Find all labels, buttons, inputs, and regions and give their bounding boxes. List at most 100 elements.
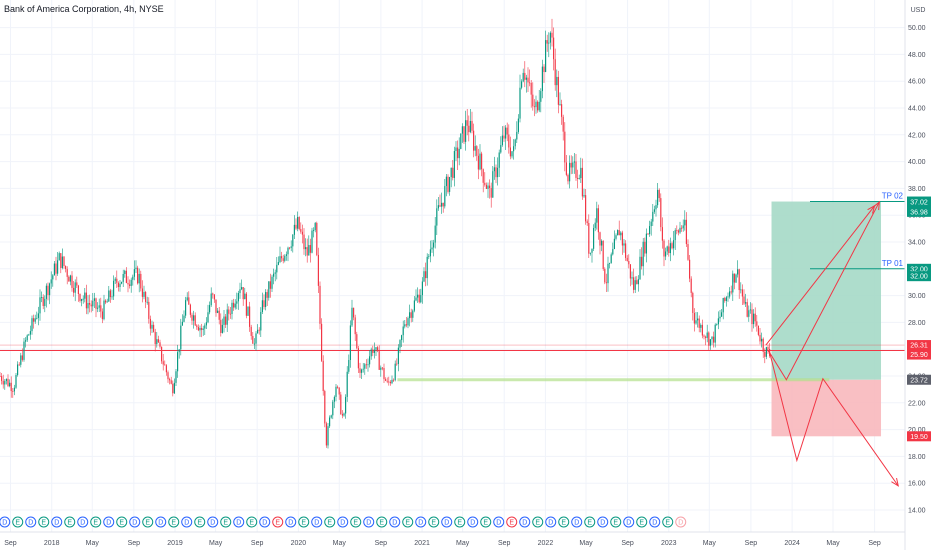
- candle-body: [134, 269, 135, 277]
- candle-body: [652, 212, 653, 222]
- candle-body: [332, 402, 333, 416]
- event-marker-label: E: [223, 520, 228, 527]
- candle-body: [651, 222, 652, 226]
- candle-body: [567, 175, 568, 181]
- candle-body: [273, 274, 274, 277]
- candle-body: [494, 167, 495, 171]
- candle-body: [374, 350, 375, 353]
- candle-body: [33, 318, 34, 321]
- y-tick-label: 34.00: [908, 240, 926, 247]
- candle-body: [604, 269, 605, 282]
- candle-body: [679, 228, 680, 233]
- candle-body: [206, 322, 207, 325]
- candle-body: [255, 333, 256, 343]
- candle-body: [73, 288, 74, 293]
- chart-title: Bank of America Corporation, 4h, NYSE: [4, 4, 164, 14]
- candle-body: [588, 223, 589, 254]
- candle-body: [7, 379, 8, 386]
- event-marker-label: E: [197, 520, 202, 527]
- candle-body: [404, 324, 405, 326]
- candle-body: [543, 67, 544, 72]
- candle-body: [153, 325, 154, 332]
- candle-body: [147, 302, 148, 303]
- event-marker-label: D: [574, 520, 579, 527]
- candle-body: [459, 149, 460, 158]
- candle-body: [110, 290, 111, 297]
- event-marker-label: E: [327, 520, 332, 527]
- candle-body: [209, 305, 210, 312]
- candle-body: [103, 301, 104, 320]
- candle-body: [628, 261, 629, 264]
- candle-body: [659, 190, 660, 198]
- event-marker-label: D: [444, 520, 449, 527]
- candle-body: [583, 195, 584, 196]
- candle-body: [753, 314, 754, 324]
- currency-label: USD: [911, 7, 926, 14]
- candle-body: [758, 326, 759, 335]
- candle-body: [468, 126, 469, 132]
- candle-body: [25, 340, 26, 341]
- event-marker-label: D: [236, 520, 241, 527]
- candle-body: [465, 120, 466, 142]
- candle-body: [598, 208, 599, 232]
- candle-body: [375, 347, 376, 350]
- candle-body: [737, 269, 738, 274]
- candle-body: [478, 156, 479, 170]
- candle-body: [623, 243, 624, 245]
- candle-body: [435, 226, 436, 243]
- event-marker-label: D: [158, 520, 163, 527]
- candle-body: [627, 258, 628, 261]
- candle-body: [102, 311, 103, 319]
- candle-body: [417, 295, 418, 298]
- x-tick-label: 2023: [661, 540, 677, 547]
- candle-body: [467, 120, 468, 126]
- candle-body: [38, 313, 39, 318]
- candle-body: [135, 268, 136, 269]
- candle-body: [481, 154, 482, 170]
- candle-body: [673, 240, 674, 248]
- candle-body: [238, 293, 239, 301]
- candle-body: [379, 351, 380, 370]
- candle-body: [156, 339, 157, 344]
- x-tick-label: May: [579, 540, 593, 547]
- candle-body: [431, 248, 432, 250]
- candle-body: [433, 243, 434, 248]
- candle-body: [142, 288, 143, 296]
- candle-body: [492, 171, 493, 197]
- candle-body: [463, 126, 464, 142]
- candle-body: [46, 286, 47, 299]
- candle-body: [9, 383, 10, 386]
- events-row: DEDEDEDEDEDEDEDEDEDEDEDEDEDEDEDEDEDEDEDE…: [0, 517, 686, 527]
- candle-body: [601, 241, 602, 246]
- candle-body: [399, 340, 400, 348]
- candle-body: [531, 83, 532, 95]
- candle-body: [422, 282, 423, 296]
- candle-body: [119, 284, 120, 287]
- candle-body: [545, 40, 546, 72]
- candle-body: [286, 254, 287, 256]
- candle-body: [727, 297, 728, 298]
- candle-body: [131, 280, 132, 286]
- candle-body: [383, 368, 384, 379]
- candle-body: [595, 223, 596, 228]
- candle-body: [603, 241, 604, 269]
- candle-body: [363, 369, 364, 370]
- candle-body: [412, 311, 413, 318]
- candle-body: [699, 319, 700, 328]
- bear-path-head: [891, 478, 898, 486]
- event-marker-label: D: [288, 520, 293, 527]
- y-tick-label: 28.00: [908, 320, 926, 327]
- candle-body: [244, 294, 245, 300]
- candle-body: [700, 325, 701, 328]
- event-marker-label: E: [561, 520, 566, 527]
- event-marker-label: E: [41, 520, 46, 527]
- event-marker-label: D: [418, 520, 423, 527]
- x-tick-label: Sep: [745, 540, 758, 547]
- candle-body: [702, 325, 703, 336]
- candle-body: [198, 327, 199, 330]
- candle-body: [81, 299, 82, 301]
- candle-body: [361, 370, 362, 373]
- candle-body: [169, 379, 170, 380]
- candle-body: [420, 295, 421, 302]
